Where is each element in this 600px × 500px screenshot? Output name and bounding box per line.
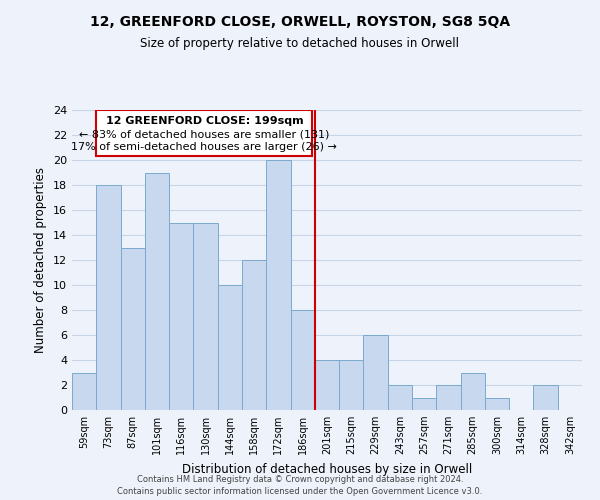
Text: Contains public sector information licensed under the Open Government Licence v3: Contains public sector information licen… bbox=[118, 487, 482, 496]
Text: Contains HM Land Registry data © Crown copyright and database right 2024.: Contains HM Land Registry data © Crown c… bbox=[137, 475, 463, 484]
Bar bbox=[315, 360, 339, 410]
Text: 12 GREENFORD CLOSE: 199sqm: 12 GREENFORD CLOSE: 199sqm bbox=[106, 116, 303, 126]
Bar bbox=[72, 372, 96, 410]
Bar bbox=[96, 185, 121, 410]
Bar bbox=[339, 360, 364, 410]
Bar bbox=[461, 372, 485, 410]
Bar bbox=[412, 398, 436, 410]
Bar bbox=[485, 398, 509, 410]
Bar bbox=[193, 222, 218, 410]
Bar bbox=[96, 110, 313, 156]
Bar bbox=[169, 222, 193, 410]
X-axis label: Distribution of detached houses by size in Orwell: Distribution of detached houses by size … bbox=[182, 462, 472, 475]
Bar bbox=[266, 160, 290, 410]
Bar bbox=[388, 385, 412, 410]
Bar bbox=[436, 385, 461, 410]
Bar bbox=[218, 285, 242, 410]
Bar bbox=[121, 248, 145, 410]
Text: Size of property relative to detached houses in Orwell: Size of property relative to detached ho… bbox=[140, 38, 460, 51]
Y-axis label: Number of detached properties: Number of detached properties bbox=[34, 167, 47, 353]
Text: 12, GREENFORD CLOSE, ORWELL, ROYSTON, SG8 5QA: 12, GREENFORD CLOSE, ORWELL, ROYSTON, SG… bbox=[90, 15, 510, 29]
Bar bbox=[290, 310, 315, 410]
Bar bbox=[533, 385, 558, 410]
Text: 17% of semi-detached houses are larger (26) →: 17% of semi-detached houses are larger (… bbox=[71, 142, 337, 152]
Bar bbox=[145, 172, 169, 410]
Text: ← 83% of detached houses are smaller (131): ← 83% of detached houses are smaller (13… bbox=[79, 130, 329, 140]
Bar bbox=[364, 335, 388, 410]
Bar bbox=[242, 260, 266, 410]
